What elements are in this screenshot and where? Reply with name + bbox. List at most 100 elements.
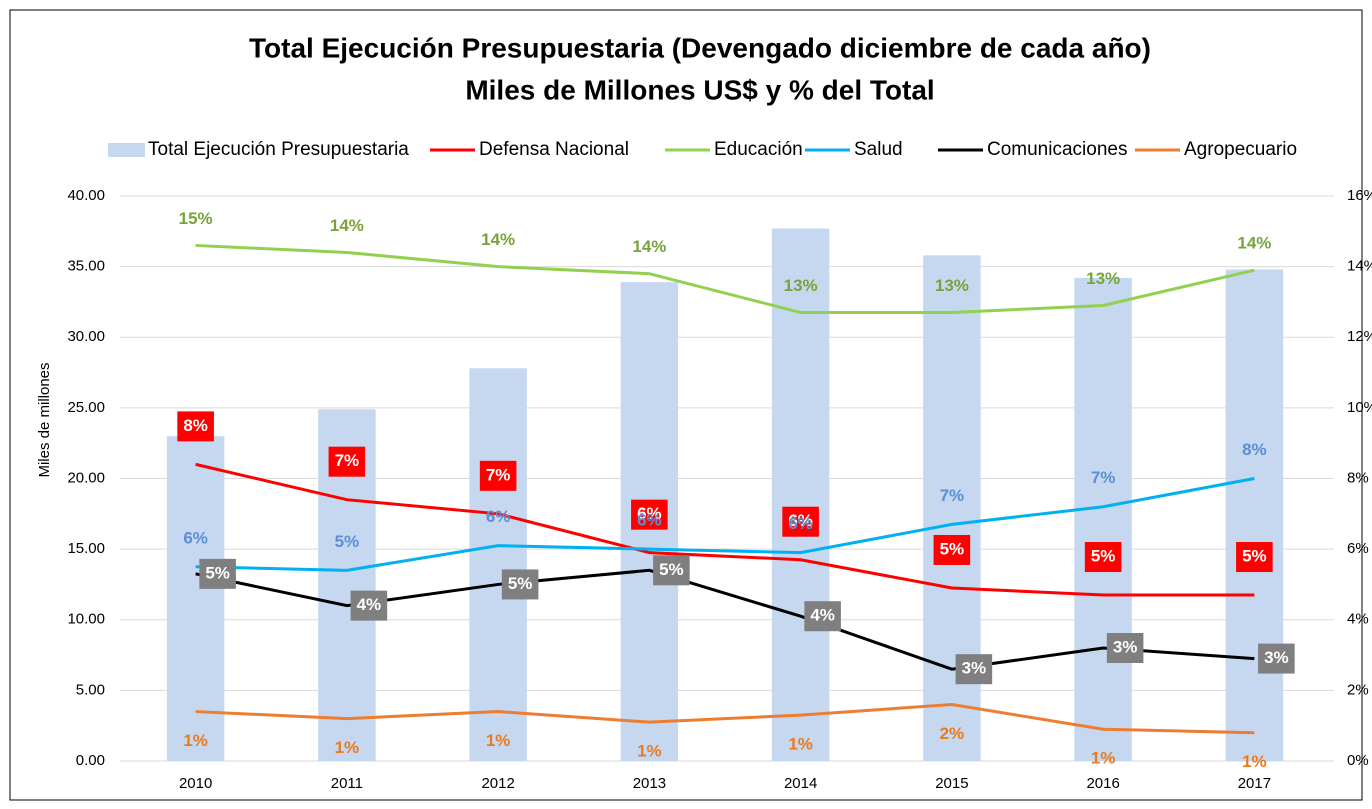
x-tick-label: 2013 — [633, 775, 666, 792]
value-label: 6% — [183, 528, 208, 547]
value-label: 6% — [637, 511, 662, 530]
y-tick-label: 40.00 — [67, 187, 105, 204]
value-label: 5% — [335, 532, 360, 551]
label-box — [328, 446, 366, 477]
value-label: 1% — [183, 731, 208, 750]
y2-tick-label: 16% — [1347, 187, 1372, 204]
value-label: 6% — [788, 514, 813, 533]
legend-label: Agropecuario — [1184, 139, 1297, 160]
label-box — [653, 555, 690, 586]
value-label: 1% — [335, 738, 360, 757]
value-label: 15% — [179, 209, 213, 228]
label-box — [631, 499, 668, 530]
value-label: 13% — [1086, 269, 1120, 288]
label-box — [1236, 542, 1273, 573]
x-tick-label: 2016 — [1086, 775, 1119, 792]
value-label: 5% — [659, 560, 684, 579]
value-label: 3% — [1113, 637, 1138, 656]
chart-subtitle: Miles de Millones US$ y % del Total — [465, 74, 934, 105]
value-label: 14% — [1237, 234, 1271, 253]
x-tick-label: 2014 — [784, 775, 817, 792]
value-label: 4% — [357, 595, 382, 614]
line — [195, 702, 1255, 735]
label-box — [1084, 542, 1122, 573]
y2-tick-label: 2% — [1347, 681, 1369, 698]
value-label: 14% — [481, 230, 515, 249]
bar — [1225, 269, 1284, 761]
y-tick-label: 25.00 — [67, 399, 105, 416]
y-tick-label: 30.00 — [67, 328, 105, 345]
value-label: 6% — [788, 511, 813, 530]
value-label: 13% — [784, 276, 818, 295]
y2-tick-label: 12% — [1347, 328, 1372, 345]
value-label: 7% — [940, 486, 965, 505]
y-tick-label: 10.00 — [67, 611, 105, 628]
bar — [166, 436, 225, 761]
label-box — [933, 534, 971, 565]
bar — [771, 228, 830, 762]
value-label: 1% — [1242, 752, 1267, 771]
line — [195, 462, 1255, 597]
label-box — [955, 654, 993, 685]
value-label: 6% — [486, 507, 511, 526]
legend-label: Defensa Nacional — [479, 139, 629, 160]
value-label: 14% — [632, 237, 666, 256]
value-label: 14% — [330, 216, 364, 235]
line — [195, 477, 1255, 572]
value-label: 5% — [1242, 547, 1267, 566]
label-box — [350, 590, 388, 621]
label-box — [479, 460, 517, 491]
y-tick-label: 35.00 — [67, 258, 105, 275]
y-tick-label: 0.00 — [76, 752, 105, 769]
value-label: 5% — [508, 574, 533, 593]
value-label: 2% — [940, 724, 965, 743]
x-tick-label: 2012 — [481, 775, 514, 792]
label-box — [177, 411, 214, 442]
label-box — [782, 506, 819, 537]
value-label: 7% — [335, 451, 360, 470]
value-label: 3% — [1264, 648, 1289, 667]
chart-title: Total Ejecución Presupuestaria (Devengad… — [249, 32, 1151, 63]
x-tick-label: 2017 — [1238, 775, 1271, 792]
y-axis-label: Miles de millones — [36, 362, 53, 477]
value-label: 4% — [810, 606, 835, 625]
y2-tick-label: 6% — [1347, 540, 1369, 557]
y-tick-label: 5.00 — [76, 681, 105, 698]
y2-tick-label: 14% — [1347, 258, 1372, 275]
label-box — [501, 569, 539, 600]
line — [195, 243, 1255, 315]
y-tick-label: 15.00 — [67, 540, 105, 557]
chart-border — [9, 9, 1363, 801]
value-label: 1% — [637, 742, 662, 761]
value-label: 5% — [1091, 547, 1116, 566]
x-tick-label: 2010 — [179, 775, 212, 792]
label-box — [1106, 633, 1144, 663]
value-label: 1% — [788, 735, 813, 754]
x-tick-label: 2015 — [935, 775, 968, 792]
y-tick-label: 20.00 — [67, 469, 105, 486]
value-label: 5% — [940, 539, 965, 558]
y2-tick-label: 8% — [1347, 469, 1369, 486]
value-label: 13% — [935, 276, 969, 295]
y2-tick-label: 0% — [1347, 752, 1369, 769]
legend-swatch — [108, 143, 145, 157]
legend-label: Salud — [854, 139, 903, 160]
bar — [1074, 277, 1132, 761]
value-label: 3% — [962, 659, 987, 678]
value-label: 8% — [183, 416, 208, 435]
value-label: 1% — [1091, 749, 1116, 768]
x-tick-label: 2011 — [331, 775, 363, 792]
value-label: 6% — [637, 504, 662, 523]
label-box — [1258, 643, 1295, 674]
label-box — [804, 601, 841, 632]
value-label: 1% — [486, 731, 511, 750]
value-label: 7% — [1091, 468, 1116, 487]
bar — [923, 255, 981, 761]
legend-label: Educación — [714, 139, 803, 160]
label-box — [199, 558, 236, 589]
y2-tick-label: 10% — [1347, 399, 1372, 416]
bar — [469, 368, 527, 761]
y2-tick-label: 4% — [1347, 611, 1369, 628]
